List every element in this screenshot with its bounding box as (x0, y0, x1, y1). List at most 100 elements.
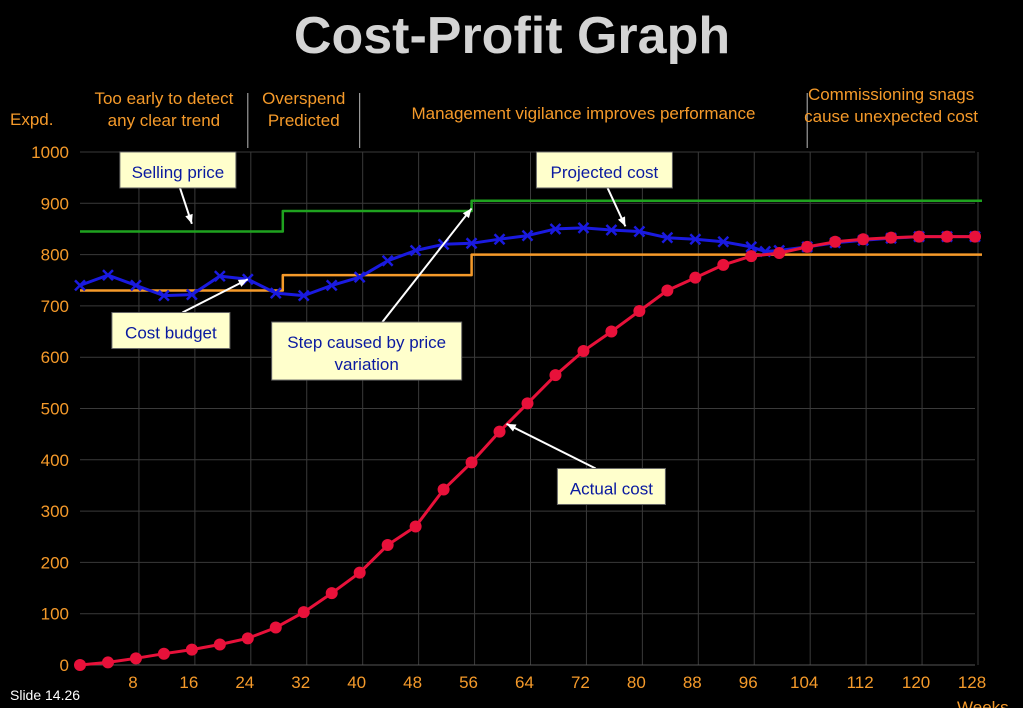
data-point (661, 231, 674, 244)
data-point (577, 345, 590, 358)
data-point (745, 241, 758, 253)
data-point (689, 233, 702, 246)
callout-box (271, 321, 463, 381)
callout-arrowhead (185, 213, 193, 224)
y-tick-label: 600 (41, 348, 69, 367)
data-point (353, 271, 366, 284)
data-point (549, 369, 562, 382)
y-tick-label: 300 (41, 502, 69, 521)
data-point (885, 231, 898, 244)
data-point (493, 233, 506, 246)
phase-label: Overspend (262, 89, 345, 108)
callout: Cost budget (111, 278, 249, 350)
phase-label: Too early to detect (94, 89, 233, 108)
callout: Selling price (119, 151, 237, 225)
data-point (297, 289, 310, 302)
series-line (79, 226, 975, 298)
series-line (80, 199, 982, 233)
callout: Step caused by price variation (271, 207, 473, 381)
data-point (101, 656, 114, 669)
series-group (74, 199, 982, 671)
y-tick-label: 100 (41, 605, 69, 624)
callout-arrowhead (237, 279, 248, 287)
data-point (353, 566, 366, 579)
data-point (129, 652, 142, 665)
x-tick-label: 56 (459, 673, 478, 692)
x-tick-label: 104 (790, 673, 818, 692)
callout-box (119, 151, 237, 189)
callout-box (556, 467, 666, 505)
x-tick-label: 96 (739, 673, 758, 692)
data-point (633, 305, 646, 318)
y-tick-label: 400 (41, 451, 69, 470)
x-tick-label: 120 (902, 673, 930, 692)
data-point (605, 224, 618, 236)
x-tick-label: 16 (179, 673, 198, 692)
data-point (437, 483, 450, 496)
data-point (633, 225, 646, 238)
phase-label: Management vigilance improves performanc… (411, 104, 755, 123)
y-axis-label: Expd. (10, 110, 53, 129)
data-point (717, 258, 730, 271)
x-tick-label: 80 (627, 673, 646, 692)
data-point (269, 287, 282, 299)
x-tick-label: 24 (235, 673, 254, 692)
data-point (297, 606, 310, 619)
data-point (689, 271, 702, 284)
data-point (185, 288, 198, 301)
data-point (213, 270, 226, 283)
x-tick-label: 64 (515, 673, 534, 692)
data-point (969, 230, 981, 243)
data-point (801, 240, 814, 253)
data-point (465, 456, 478, 469)
data-point (717, 235, 730, 248)
data-point (74, 659, 86, 671)
callout-arrow (506, 422, 597, 470)
series-line (79, 235, 975, 667)
y-tick-label: 700 (41, 297, 69, 316)
phase-label: cause unexpected cost (804, 107, 978, 126)
data-point (102, 269, 114, 282)
data-point (325, 587, 338, 600)
data-point (158, 289, 170, 302)
callout: Actual cost (506, 422, 666, 505)
series-actual-cost (74, 230, 981, 671)
callouts: Selling price Projected cost Cost budget St… (111, 151, 673, 505)
data-point (857, 233, 870, 246)
x-tick-label: 8 (128, 673, 137, 692)
data-point (941, 230, 954, 243)
phase-label: any clear trend (108, 111, 220, 130)
data-point (745, 250, 758, 263)
slide-number: Slide 14.26 (10, 687, 80, 703)
y-tick-label: 200 (41, 553, 69, 572)
data-point (521, 397, 534, 410)
data-point (269, 621, 282, 634)
data-point (241, 632, 254, 645)
callout-box (111, 312, 231, 350)
data-point (493, 425, 506, 438)
x-tick-label: 128 (958, 673, 986, 692)
phase-annotations: Too early to detect any clear trend Oversp… (94, 85, 978, 148)
x-axis-label: Weeks (957, 698, 1009, 708)
x-tick-label: 40 (347, 673, 366, 692)
data-point (577, 222, 590, 234)
data-point (829, 235, 842, 248)
callout-arrowhead (617, 216, 626, 227)
chart-title: Cost-Profit Graph (294, 7, 730, 65)
callout-box (535, 151, 673, 189)
data-point (157, 647, 170, 660)
series-selling-price (80, 199, 982, 233)
data-point (605, 325, 618, 338)
x-tick-label: 72 (571, 673, 590, 692)
callout-label: Projected cost (551, 163, 659, 182)
series-projected-cost (74, 222, 981, 302)
data-point (549, 223, 562, 235)
callout-arrowhead (462, 208, 472, 219)
callout-arrow (181, 278, 249, 314)
series-cost-budget (80, 253, 982, 292)
x-tick-label: 48 (403, 673, 422, 692)
data-point (465, 237, 478, 250)
x-tick-label: 112 (847, 673, 874, 692)
y-tick-label: 800 (41, 246, 69, 265)
